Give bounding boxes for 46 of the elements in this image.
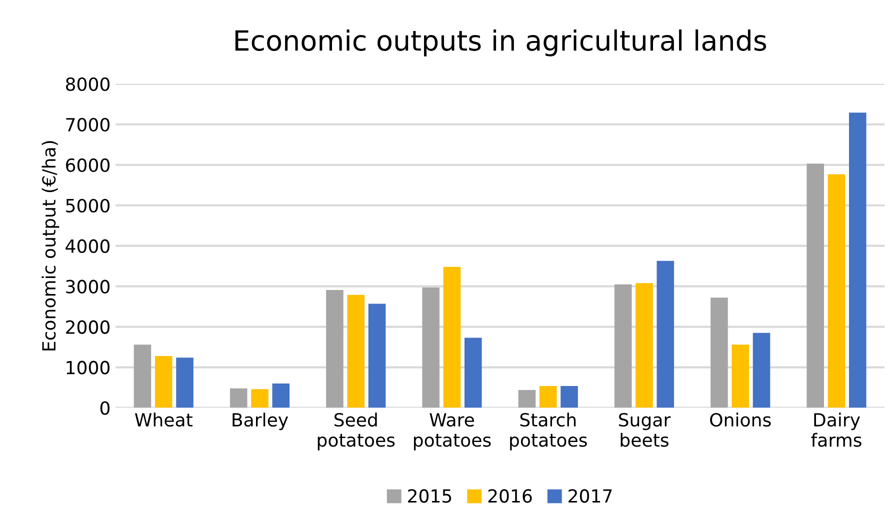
bar	[251, 389, 268, 408]
bar	[806, 164, 824, 408]
bar	[272, 384, 290, 408]
legend-label: 2017	[568, 489, 612, 503]
bar	[176, 358, 194, 408]
y-tick-label: 0	[100, 401, 110, 415]
bar	[464, 338, 482, 408]
y-tick-label: 7000	[66, 118, 110, 132]
legend-label: 2016	[488, 489, 532, 503]
legend-label: 2015	[408, 489, 452, 503]
x-tick-label: Starch potatoes	[510, 412, 587, 450]
bar	[848, 112, 866, 408]
x-tick-label: Barley	[232, 412, 288, 430]
bar	[710, 298, 728, 408]
bar	[636, 283, 653, 408]
bar	[134, 344, 152, 408]
bar	[518, 390, 536, 408]
bar	[422, 288, 440, 408]
bar	[230, 388, 248, 408]
bar	[443, 266, 461, 408]
bar	[539, 386, 557, 408]
x-tick-label: Seed potatoes	[318, 412, 395, 450]
bar	[828, 174, 846, 408]
y-tick-label: 4000	[66, 239, 110, 253]
x-tick-label: Onions	[710, 412, 771, 427]
bar	[368, 304, 386, 408]
x-tick-label: Sugar beets	[619, 412, 671, 447]
bar	[732, 344, 750, 408]
y-tick-label: 8000	[66, 77, 110, 92]
x-tick-label: Dairy farms	[811, 412, 862, 447]
bar	[347, 294, 365, 408]
bar	[614, 284, 632, 408]
bar	[656, 260, 674, 408]
x-tick-label: Ware potatoes	[414, 413, 491, 450]
y-tick-label: 5000	[66, 198, 110, 212]
y-tick-label: 1000	[66, 360, 110, 374]
y-tick-label: 3000	[66, 280, 110, 294]
bar	[560, 386, 578, 408]
x-tick-label: Wheat	[134, 412, 192, 427]
bar	[326, 290, 344, 408]
bar	[154, 356, 172, 408]
y-axis-title: Economic output (€/ha)	[42, 141, 60, 350]
chart-title: Economic outputs in agricultural lands	[235, 29, 766, 56]
bar	[752, 332, 770, 408]
y-tick-label: 2000	[66, 320, 110, 334]
y-tick-label: 6000	[66, 158, 110, 172]
